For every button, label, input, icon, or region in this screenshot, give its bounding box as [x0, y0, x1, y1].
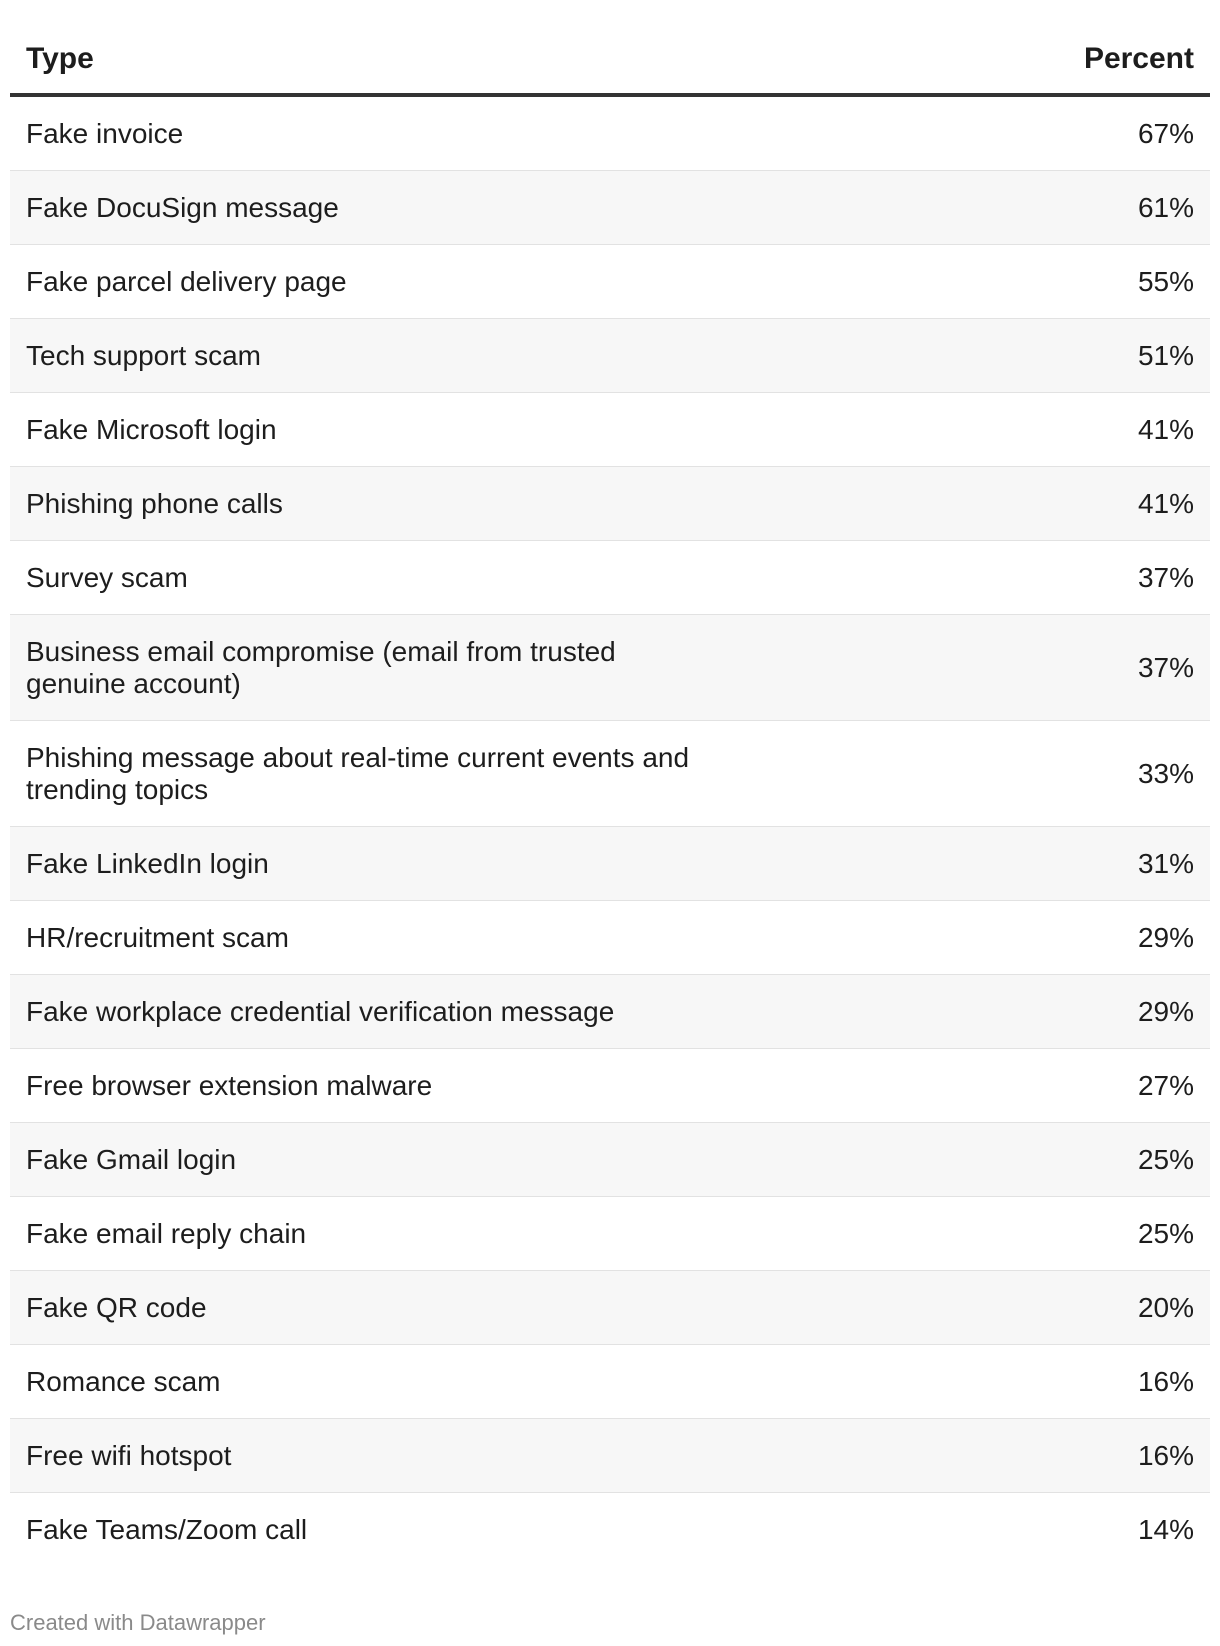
table-row: Tech support scam 51%: [10, 319, 1210, 393]
percent-cell: 25%: [1137, 1143, 1194, 1175]
percent-cell: 20%: [1137, 1291, 1194, 1323]
type-cell: Fake LinkedIn login: [26, 847, 269, 879]
datawrapper-credit: Created with Datawrapper: [10, 1610, 266, 1635]
type-cell: Fake email reply chain: [26, 1217, 307, 1249]
table-row: Fake parcel delivery page 55%: [10, 245, 1210, 319]
type-cell: Phishing phone calls: [26, 487, 283, 519]
type-cell: Survey scam: [26, 561, 188, 593]
percent-cell: 31%: [1137, 847, 1194, 879]
type-cell: Fake QR code: [26, 1291, 207, 1323]
percent-cell: 16%: [1137, 1365, 1194, 1397]
type-cell: Tech support scam: [26, 339, 261, 371]
type-cell: Free browser extension malware: [26, 1069, 433, 1101]
type-cell: Fake invoice: [26, 117, 184, 149]
type-cell: Free wifi hotspot: [26, 1439, 232, 1471]
type-cell: Fake Microsoft login: [26, 413, 277, 445]
type-cell: Business email compromise (email from tr…: [26, 635, 616, 699]
column-header-percent: Percent: [1083, 42, 1194, 75]
table-row: Fake DocuSign message 61%: [10, 171, 1210, 245]
table-row: Survey scam 37%: [10, 541, 1210, 615]
type-cell: Romance scam: [26, 1365, 221, 1397]
table-row: Fake LinkedIn login 31%: [10, 827, 1210, 901]
table-row: Fake Microsoft login 41%: [10, 393, 1210, 467]
type-cell: Phishing message about real-time current…: [26, 741, 690, 805]
table-row: Phishing message about real-time current…: [10, 721, 1210, 827]
table-row: Romance scam 16%: [10, 1345, 1210, 1419]
table-row: Fake Gmail login 25%: [10, 1123, 1210, 1197]
percent-cell: 16%: [1137, 1439, 1194, 1471]
percent-cell: 37%: [1137, 651, 1194, 683]
type-cell: Fake Teams/Zoom call: [26, 1514, 308, 1545]
percent-cell: 55%: [1137, 265, 1194, 297]
percent-cell: 41%: [1137, 487, 1194, 519]
type-cell: HR/recruitment scam: [26, 921, 289, 953]
table-row: Fake workplace credential verification m…: [10, 975, 1210, 1049]
percent-cell: 25%: [1137, 1217, 1194, 1249]
table-row: Free browser extension malware 27%: [10, 1049, 1210, 1123]
table-row: Business email compromise (email from tr…: [10, 615, 1210, 721]
percent-cell: 67%: [1137, 117, 1194, 149]
percent-cell: 37%: [1137, 561, 1194, 593]
percent-cell: 41%: [1137, 413, 1194, 445]
percent-cell: 61%: [1137, 191, 1194, 223]
table-header: Type Percent: [10, 0, 1210, 97]
column-header-type: Type: [26, 42, 94, 75]
table-row: HR/recruitment scam 29%: [10, 901, 1210, 975]
percent-cell: 33%: [1137, 757, 1194, 789]
table-row: Fake email reply chain 25%: [10, 1197, 1210, 1271]
percent-cell: 29%: [1137, 995, 1194, 1027]
table-row: Phishing phone calls 41%: [10, 467, 1210, 541]
type-cell: Fake parcel delivery page: [26, 265, 347, 297]
table-row: Fake Teams/Zoom call 14%: [10, 1493, 1210, 1567]
table-row: Fake invoice 67%: [10, 97, 1210, 171]
type-cell: Fake workplace credential verification m…: [26, 995, 615, 1027]
percent-cell: 29%: [1137, 921, 1194, 953]
percent-cell: 14%: [1137, 1514, 1194, 1545]
percent-cell: 27%: [1137, 1069, 1194, 1101]
table-row: Fake QR code 20%: [10, 1271, 1210, 1345]
type-cell: Fake Gmail login: [26, 1143, 237, 1175]
type-cell: Fake DocuSign message: [26, 191, 339, 223]
table-row: Free wifi hotspot 16%: [10, 1419, 1210, 1493]
data-table: Type Percent Fake invoice 67% Fake DocuS…: [10, 0, 1210, 1567]
percent-cell: 51%: [1137, 339, 1194, 371]
